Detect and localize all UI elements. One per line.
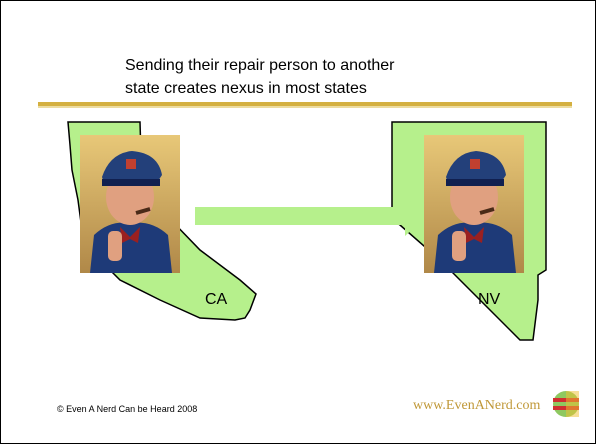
repair-person-photo — [80, 135, 180, 273]
slide: Sending their repair person to another s… — [0, 0, 596, 444]
page: Sending their repair person to another s… — [0, 0, 596, 444]
state-label: NV — [478, 291, 501, 308]
title-rule-shadow — [38, 106, 572, 108]
state-label: CA — [205, 291, 228, 308]
title-rule — [38, 102, 572, 106]
logo — [553, 391, 579, 417]
website: www.EvenANerd.com — [413, 398, 540, 413]
title-line: state creates nexus in most states — [125, 80, 367, 97]
title-line: Sending their repair person to another — [125, 57, 395, 74]
copyright: © Even A Nerd Can be Heard 2008 — [57, 404, 197, 414]
repair-person-photo — [424, 135, 524, 273]
